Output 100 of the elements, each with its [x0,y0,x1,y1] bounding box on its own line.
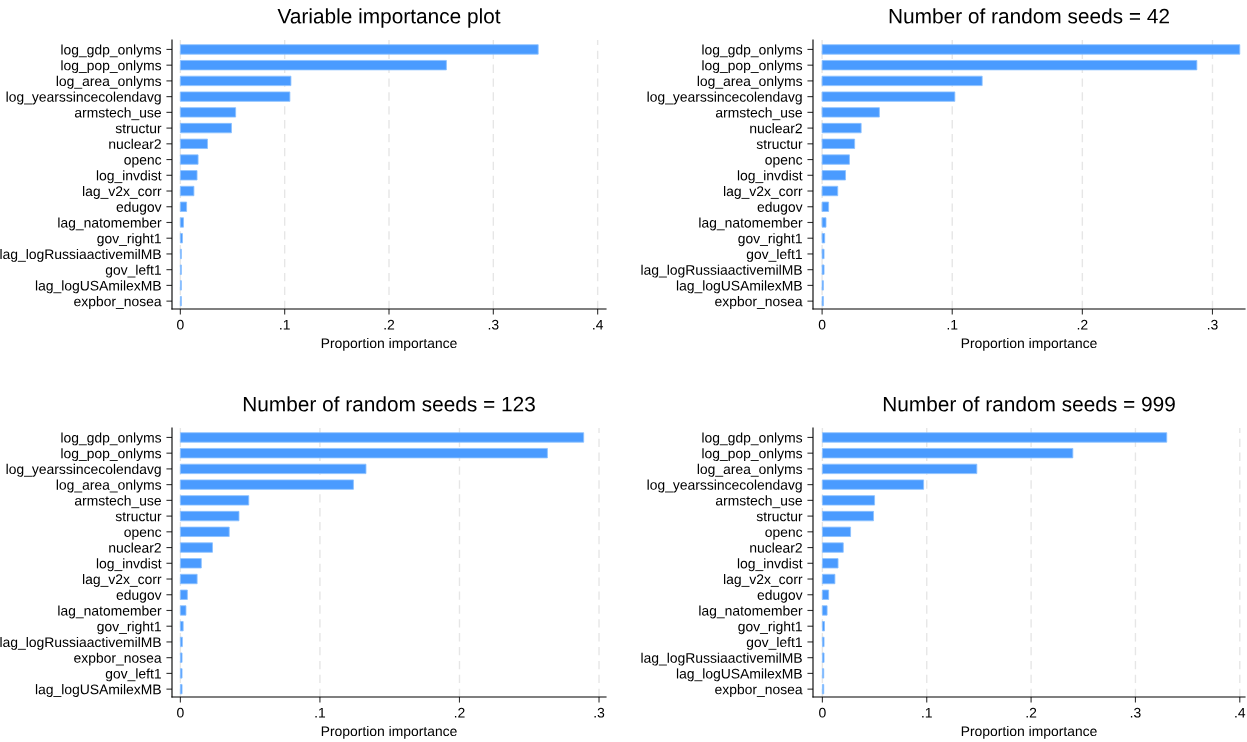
x-tick-label: .2 [454,707,465,718]
bar [179,432,585,443]
x-tick-label: .4 [593,319,604,330]
bar [821,44,1241,55]
y-tick-label: log_area_onlyms [697,75,803,89]
x-tick-label: .4 [1235,707,1246,718]
y-tick-label: armstech_use [74,107,161,121]
y-tick-label: log_invdist [737,170,803,184]
y-tick-label: log_yearssincecolendavg [6,91,161,105]
y-tick-label: log_area_onlyms [697,463,803,477]
bar [179,107,237,118]
y-tick-label: lag_logRussiaactivemilMB [641,652,802,666]
x-axis-title: Proportion importance [961,337,1097,351]
bar [821,233,826,244]
bar [179,463,367,475]
bar [821,542,844,553]
bar [821,510,874,522]
y-tick-label: nuclear2 [750,123,802,134]
y-tick-label: lag_natomember [699,217,803,231]
bar [179,558,202,569]
chart-title: Variable importance plot [277,8,501,28]
x-tick-label: .2 [1026,707,1037,718]
x-tick-label: 0 [177,707,184,718]
x-tick-label: .3 [1130,707,1141,718]
bar [821,448,1074,459]
bar [179,75,292,87]
bar [179,510,240,522]
bar [821,60,1198,71]
bar [179,217,184,228]
bar [821,526,851,537]
x-tick-label: .1 [315,707,326,718]
bar [821,91,956,102]
y-tick-label: log_yearssincecolendavg [647,479,802,493]
bar [821,621,825,632]
x-tick-label: 0 [819,707,826,718]
y-tick-label: log_invdist [737,558,803,572]
bar [179,589,188,600]
y-tick-label: log_pop_onlyms [702,60,803,74]
y-tick-label: expbor_nosea [74,652,162,666]
y-tick-label: log_area_onlyms [56,479,162,493]
y-tick-label: expbor_nosea [715,296,803,310]
y-tick-label: gov_right1 [738,621,802,635]
x-tick-label: .1 [947,319,958,330]
bar [179,44,539,55]
y-tick-label: log_gdp_onlyms [702,432,803,446]
bar [179,185,195,197]
x-tick-label: .2 [1077,319,1088,330]
bar [179,91,291,102]
y-tick-label: lag_v2x_corr [83,573,162,587]
y-tick-label: edugov [757,201,803,215]
y-tick-label: openc [124,529,162,540]
bar [821,558,839,569]
bar [821,589,830,600]
bar [821,432,1168,443]
x-axis-title: Proportion importance [961,725,1097,739]
y-tick-label: gov_right1 [738,233,802,247]
bar [179,479,354,490]
y-tick-label: edugov [757,589,803,603]
bar [179,154,199,165]
y-tick-label: lag_logRussiaactivemilMB [0,636,161,650]
y-tick-label: gov_left1 [105,264,161,278]
x-tick-label: 0 [177,319,184,330]
y-tick-label: armstech_use [715,107,802,121]
y-tick-label: openc [765,157,803,168]
y-tick-label: lag_v2x_corr [724,573,803,587]
bar [179,122,232,134]
y-tick-label: gov_right1 [97,233,161,247]
y-tick-label: log_invdist [96,558,162,572]
bar [179,605,187,616]
chart-title: Number of random seeds = 123 [243,396,535,412]
bar [821,185,839,197]
y-tick-label: openc [765,529,803,540]
y-tick-label: structur [115,512,162,522]
y-tick-label: lag_natomember [58,605,162,619]
y-tick-label: armstech_use [715,495,802,509]
y-tick-label: lag_logUSAmilexMB [35,684,161,698]
bar [179,201,188,212]
y-tick-label: lag_logRussiaactivemilMB [641,264,802,278]
y-tick-label: log_gdp_onlyms [61,44,162,58]
y-tick-label: lag_v2x_corr [83,185,162,199]
bar [821,495,875,506]
y-tick-label: log_pop_onlyms [61,60,162,74]
x-tick-label: .3 [1207,319,1218,330]
y-tick-label: armstech_use [74,495,161,509]
y-tick-label: gov_left1 [746,248,802,262]
bar [179,138,208,149]
bar [179,573,198,585]
y-tick-label: nuclear2 [109,542,161,553]
y-tick-label: nuclear2 [750,542,802,553]
y-tick-label: structur [115,124,162,134]
bar [821,138,856,149]
x-tick-label: .2 [384,319,395,330]
x-tick-label: 0 [818,319,826,330]
bar [821,479,925,490]
bar [179,60,447,71]
y-tick-label: nuclear2 [109,138,161,149]
y-tick-label: openc [124,157,162,168]
x-axis-title: Proportion importance [321,725,457,739]
y-tick-label: log_gdp_onlyms [61,432,162,446]
y-tick-label: edugov [116,589,162,603]
